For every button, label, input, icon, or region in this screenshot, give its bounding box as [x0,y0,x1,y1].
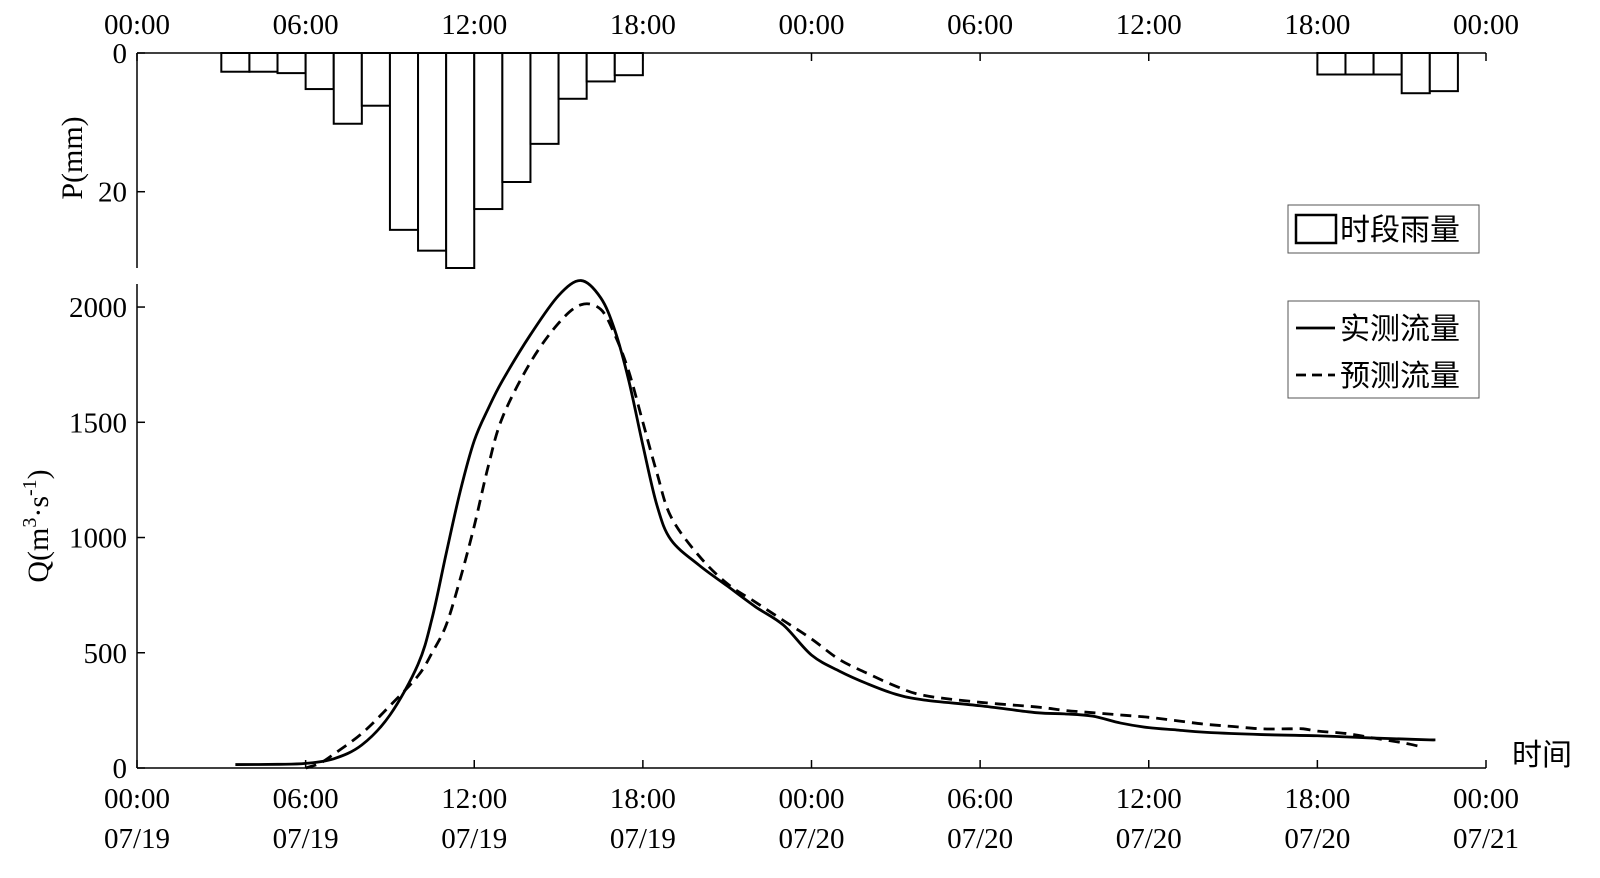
rainfall-bar [388,52,420,231]
rainfall-bar [276,52,307,75]
rainfall-y-axis-label: P(mm) [56,116,89,199]
rainfall-bar [220,52,251,73]
rainfall-bar [248,52,279,73]
discharge-x-tick-date: 07/20 [778,823,844,855]
rainfall-bar [529,52,560,145]
discharge-legend: 实测流量 预测流量 [1287,300,1480,399]
rainfall-bar [613,52,644,77]
discharge-y-axis-label: Q(m3·s-1) [19,469,55,582]
discharge-x-ticks: 00:00 07/19 06:00 07/19 12:00 07/19 18:00 07/19… [104,760,1519,855]
rainfall-legend: 时段雨量 [1287,204,1480,254]
rainfall-bar [1428,52,1459,93]
rainfall-bar [304,52,335,91]
rainfall-bar [1372,52,1403,76]
discharge-x-tick-date: 07/19 [104,823,170,855]
rainfall-top-tick-label: 00:00 [1453,9,1519,41]
discharge-y-tick-label: 2000 [69,292,127,324]
discharge-x-tick-date: 07/20 [1116,823,1182,855]
rainfall-top-tick-label: 12:00 [441,9,507,41]
discharge-x-tick-time: 12:00 [1116,783,1182,815]
rainfall-top-tick-label: 00:00 [104,9,170,41]
rainfall-top-tick-label: 06:00 [947,9,1013,41]
discharge-y-tick-label: 1000 [69,523,127,555]
rainfall-bar [1344,52,1375,76]
rainfall-bar [501,52,532,183]
legend-observed-label: 实测流量 [1340,313,1460,346]
discharge-x-tick-time: 18:00 [610,783,676,815]
rainfall-top-tick-label: 12:00 [1116,9,1182,41]
rainfall-bar [417,52,448,252]
discharge-x-tick-time: 00:00 [1453,783,1519,815]
discharge-x-tick-date: 07/19 [441,823,507,855]
discharge-y-ticks: 0 500 1000 1500 2000 [69,292,145,785]
discharge-x-tick-time: 18:00 [1284,783,1350,815]
discharge-panel: 00:00 07/19 06:00 07/19 12:00 07/19 18:00 07/19… [19,279,1572,855]
discharge-y-tick-label: 1500 [69,407,127,439]
rainfall-bar [473,52,504,211]
rainfall-top-x-ticks: 00:00 06:00 12:00 18:00 00:00 06:00 12:00 18:00… [104,9,1519,61]
rainfall-y-tick-label: 0 [113,38,128,70]
discharge-x-tick-date: 07/21 [1453,823,1519,855]
discharge-x-axis-label: 时间 [1512,739,1572,772]
rainfall-top-tick-label: 18:00 [610,9,676,41]
rainfall-bar [445,52,476,269]
rainfall-y-tick-label: 20 [98,177,127,209]
discharge-legend-box [1287,300,1480,399]
rainfall-bar [1400,52,1431,95]
rainfall-bar [585,52,616,83]
rainfall-bar [360,52,391,107]
rainfall-panel: 00:00 06:00 12:00 18:00 00:00 06:00 12:00 18:00… [56,9,1519,269]
rainfall-legend-label: 时段雨量 [1340,214,1460,247]
discharge-x-tick-date: 07/19 [610,823,676,855]
discharge-y-tick-label: 0 [113,753,128,785]
rainfall-top-tick-label: 00:00 [778,9,844,41]
series-predicted-discharge [305,302,1419,770]
discharge-x-tick-time: 06:00 [273,783,339,815]
rainfall-y-ticks: 0 20 [98,38,145,209]
discharge-x-tick-time: 00:00 [104,783,170,815]
discharge-y-tick-label: 500 [84,638,128,670]
rainfall-bars [220,52,1459,269]
rainfall-top-tick-label: 06:00 [273,9,339,41]
series-observed-discharge [235,279,1436,766]
rainfall-top-tick-label: 18:00 [1284,9,1350,41]
rainfall-legend-swatch [1294,213,1338,245]
discharge-x-tick-date: 07/19 [273,823,339,855]
rainfall-bar [557,52,588,100]
rainfall-bar [332,52,363,125]
discharge-x-tick-time: 06:00 [947,783,1013,815]
discharge-x-tick-time: 12:00 [441,783,507,815]
rainfall-bar [1316,52,1347,76]
discharge-x-tick-date: 07/20 [947,823,1013,855]
legend-predicted-label: 预测流量 [1340,360,1460,393]
discharge-x-tick-date: 07/20 [1284,823,1350,855]
discharge-x-tick-time: 00:00 [778,783,844,815]
